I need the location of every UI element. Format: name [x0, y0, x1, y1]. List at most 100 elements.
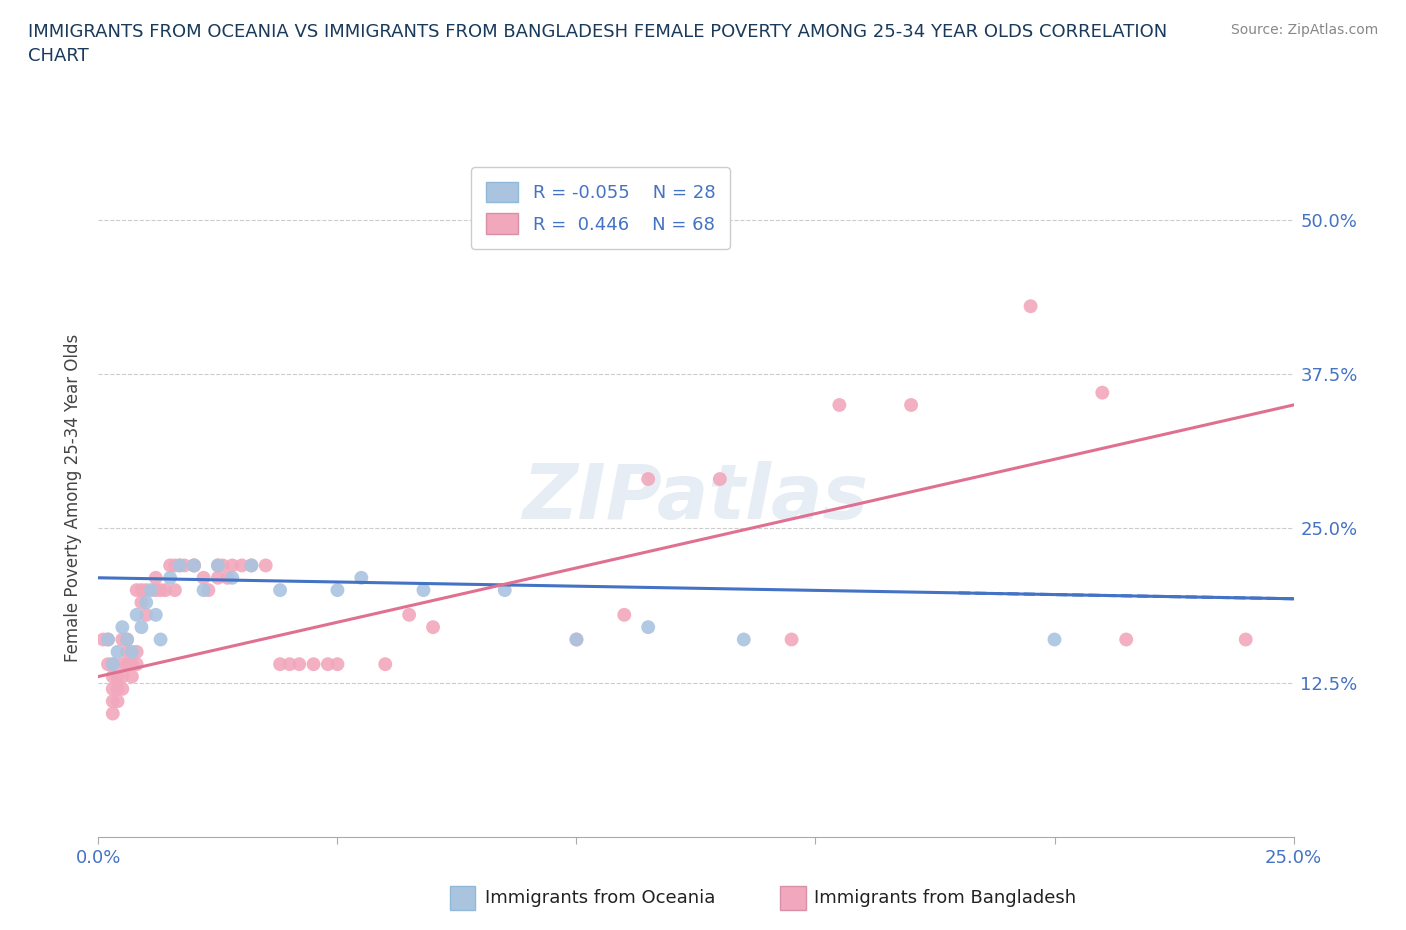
Point — [131, 619, 153, 634]
Point — [326, 657, 349, 671]
Point — [145, 583, 167, 598]
Point — [101, 706, 124, 721]
Point — [125, 583, 148, 598]
Point — [183, 558, 205, 573]
Point — [169, 558, 191, 573]
Point — [412, 583, 434, 598]
Point — [125, 644, 148, 659]
Point — [1234, 632, 1257, 647]
Point — [115, 644, 138, 659]
Point — [111, 657, 134, 671]
Point — [211, 558, 233, 573]
Text: ZIPatlas: ZIPatlas — [523, 460, 869, 535]
Point — [221, 570, 243, 585]
Point — [637, 472, 659, 486]
Point — [91, 632, 114, 647]
Point — [107, 694, 129, 709]
Point — [101, 657, 124, 671]
Y-axis label: Female Poverty Among 25-34 Year Olds: Female Poverty Among 25-34 Year Olds — [65, 334, 83, 661]
Point — [780, 632, 803, 647]
Point — [135, 607, 157, 622]
Point — [101, 682, 124, 697]
Point — [155, 583, 177, 598]
Point — [302, 657, 325, 671]
Point — [97, 657, 120, 671]
Point — [278, 657, 301, 671]
Point — [565, 632, 588, 647]
Point — [101, 694, 124, 709]
Point — [193, 570, 215, 585]
Point — [107, 644, 129, 659]
Point — [231, 558, 253, 573]
Point — [131, 583, 153, 598]
Point — [145, 607, 167, 622]
Point — [149, 583, 172, 598]
Text: Source: ZipAtlas.com: Source: ZipAtlas.com — [1230, 23, 1378, 37]
Point — [254, 558, 277, 573]
Point — [374, 657, 396, 671]
Point — [111, 632, 134, 647]
Point — [207, 558, 229, 573]
Point — [149, 632, 172, 647]
Point — [145, 570, 167, 585]
Point — [163, 583, 186, 598]
Point — [135, 583, 157, 598]
Point — [131, 595, 153, 610]
Point — [183, 558, 205, 573]
Point — [159, 570, 181, 585]
Point — [733, 632, 755, 647]
Point — [97, 632, 120, 647]
Point — [169, 558, 191, 573]
Point — [326, 583, 349, 598]
Point — [637, 619, 659, 634]
Point — [139, 583, 162, 598]
Point — [1115, 632, 1137, 647]
Point — [115, 632, 138, 647]
Point — [207, 558, 229, 573]
Point — [197, 583, 219, 598]
Point — [111, 682, 134, 697]
Point — [121, 644, 143, 659]
Point — [163, 558, 186, 573]
Point — [121, 669, 143, 684]
Point — [1091, 385, 1114, 400]
Point — [900, 397, 922, 412]
Point — [183, 558, 205, 573]
Point — [240, 558, 263, 573]
Point — [613, 607, 636, 622]
Point — [111, 619, 134, 634]
Point — [107, 669, 129, 684]
Point — [115, 632, 138, 647]
Point — [494, 583, 516, 598]
Point — [398, 607, 420, 622]
Point — [173, 558, 195, 573]
Point — [101, 657, 124, 671]
Point — [107, 682, 129, 697]
Point — [350, 570, 373, 585]
Point — [159, 558, 181, 573]
Point — [115, 657, 138, 671]
Point — [709, 472, 731, 486]
Point — [207, 570, 229, 585]
Point — [1043, 632, 1066, 647]
Point — [565, 632, 588, 647]
Legend: R = -0.055    N = 28, R =  0.446    N = 68: R = -0.055 N = 28, R = 0.446 N = 68 — [471, 167, 730, 248]
Point — [221, 558, 243, 573]
Point — [422, 619, 444, 634]
Point — [288, 657, 311, 671]
Point — [1019, 299, 1042, 313]
Text: Immigrants from Oceania: Immigrants from Oceania — [485, 889, 716, 907]
Point — [217, 570, 239, 585]
Point — [101, 669, 124, 684]
Point — [828, 397, 851, 412]
Text: IMMIGRANTS FROM OCEANIA VS IMMIGRANTS FROM BANGLADESH FEMALE POVERTY AMONG 25-34: IMMIGRANTS FROM OCEANIA VS IMMIGRANTS FR… — [28, 23, 1167, 65]
Point — [97, 632, 120, 647]
Point — [125, 607, 148, 622]
Point — [316, 657, 339, 671]
Point — [135, 595, 157, 610]
Point — [240, 558, 263, 573]
Point — [269, 657, 291, 671]
Point — [193, 583, 215, 598]
Text: Immigrants from Bangladesh: Immigrants from Bangladesh — [814, 889, 1076, 907]
Point — [125, 657, 148, 671]
